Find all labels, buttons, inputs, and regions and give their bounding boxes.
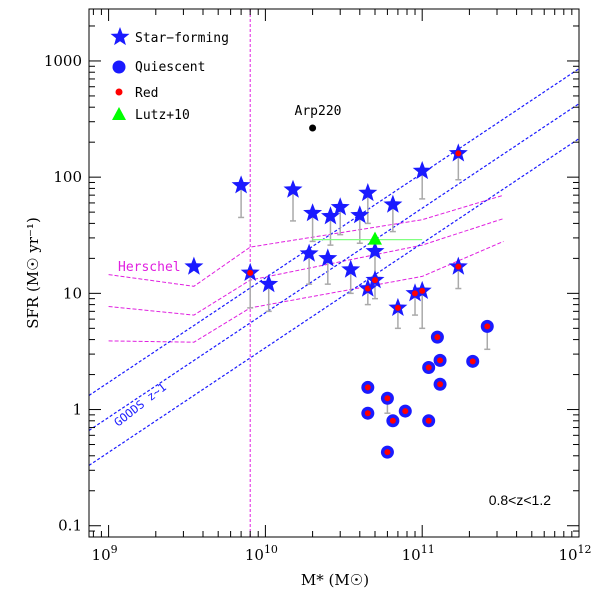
herschel-limit-line — [108, 194, 504, 287]
legend-label-quiescent: Quiescent — [135, 60, 205, 75]
red-core — [455, 263, 462, 270]
main-sequence-line — [89, 138, 579, 466]
red-core — [247, 269, 254, 276]
legend-label-star-forming: Star−forming — [135, 31, 229, 46]
red-core — [437, 381, 444, 388]
x-tick-label: 1012 — [558, 543, 591, 564]
guide-lines — [89, 9, 579, 537]
goods-label: GOODS z~1 — [111, 380, 169, 429]
plot-frame — [88, 8, 580, 538]
red-core — [419, 287, 426, 294]
red-core — [389, 417, 396, 424]
y-axis-label: SFR (M☉ yr⁻¹) — [24, 217, 42, 329]
legend-label-red: Red — [135, 86, 158, 101]
red-core — [364, 410, 371, 417]
axis-tick-labels: 109 1010 1011 1012 0.1 1 10 100 1000 — [44, 52, 592, 564]
star-forming-point — [318, 248, 338, 267]
legend-star-icon — [110, 27, 130, 46]
y-tick-label: 100 — [53, 168, 82, 186]
star-forming-point — [365, 241, 385, 260]
red-core — [394, 304, 401, 311]
x-tick-label: 1011 — [402, 543, 435, 564]
red-core — [434, 334, 441, 341]
star-forming-point — [283, 179, 303, 198]
star-forming-point — [231, 175, 251, 194]
star-forming-point — [184, 256, 204, 275]
arp220-label: Arp220 — [295, 104, 342, 119]
red-core — [437, 357, 444, 364]
red-core — [425, 417, 432, 424]
y-tick-label: 0.1 — [58, 517, 82, 535]
star-forming-point — [350, 205, 370, 224]
star-forming-point — [303, 203, 323, 222]
y-tick-label: 10 — [63, 284, 82, 302]
red-core — [384, 395, 391, 402]
legend-triangle-icon — [112, 107, 126, 120]
legend-circle-icon — [112, 60, 126, 74]
legend-dot-icon — [115, 88, 123, 96]
star-forming-point — [330, 197, 350, 216]
star-forming-point — [259, 274, 279, 293]
star-forming-point — [383, 194, 403, 213]
red-core — [412, 290, 419, 297]
lutz-point — [367, 231, 382, 245]
red-core — [469, 358, 476, 365]
star-forming-point — [412, 161, 432, 180]
red-core — [364, 285, 371, 292]
star-forming-point — [358, 183, 378, 202]
legend: Star−forming Quiescent Red Lutz+10 — [110, 27, 229, 123]
x-tick-label: 109 — [92, 543, 118, 564]
main-sequence-line — [89, 68, 579, 396]
axis-ticks — [89, 9, 580, 538]
red-core — [384, 449, 391, 456]
star-forming-point — [299, 243, 319, 262]
red-core — [484, 323, 491, 330]
herschel-label: Herschel — [118, 260, 181, 275]
star-forming-point — [341, 259, 361, 278]
star-forming-point — [321, 206, 340, 225]
x-axis-label: M* (M☉) — [301, 571, 369, 589]
arp220-point — [309, 124, 317, 132]
red-core — [364, 384, 371, 391]
red-core — [371, 277, 378, 284]
legend-label-lutz: Lutz+10 — [135, 108, 190, 123]
redshift-label: 0.8<z<1.2 — [489, 492, 551, 508]
red-core — [425, 364, 432, 371]
red-core — [402, 408, 409, 415]
x-tick-label: 1010 — [245, 543, 278, 564]
red-core — [455, 150, 462, 157]
main-sequence-line — [89, 103, 579, 431]
y-tick-label: 1000 — [44, 52, 82, 70]
data-points — [184, 143, 494, 459]
y-tick-label: 1 — [72, 401, 82, 419]
